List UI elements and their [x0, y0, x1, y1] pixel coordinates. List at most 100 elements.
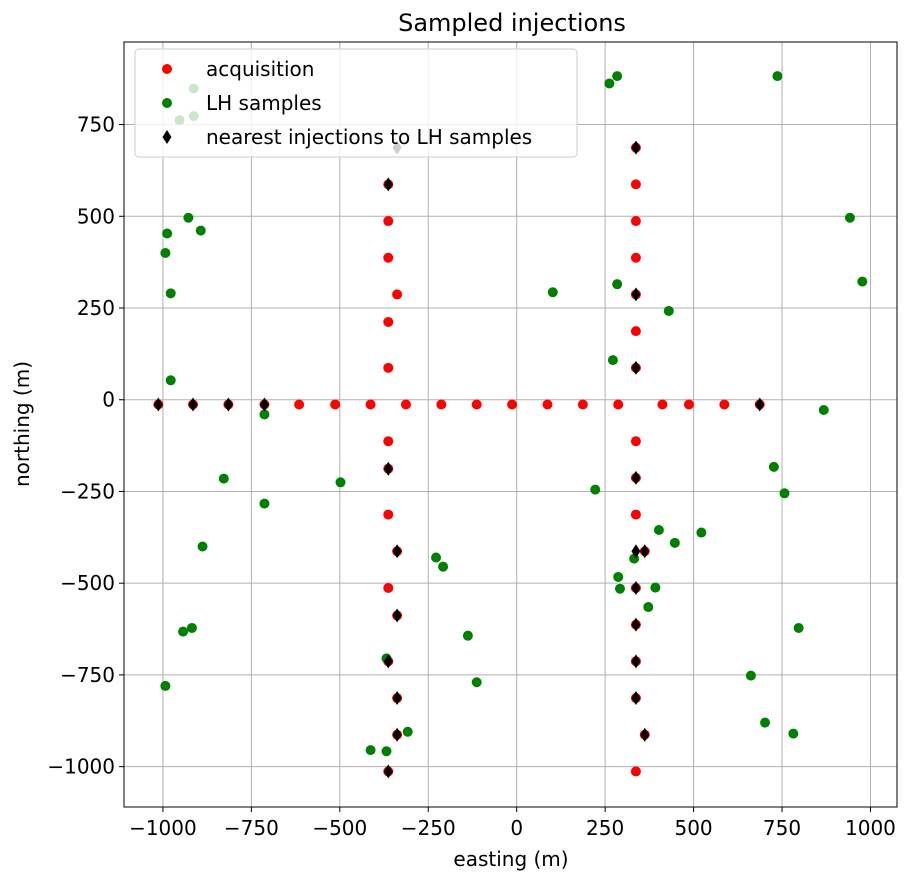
series-3-point	[631, 470, 641, 485]
x-tick-label: −1000	[129, 816, 197, 840]
series-1-point	[383, 362, 394, 373]
series-1-point	[630, 326, 641, 337]
series-2-point	[612, 279, 623, 290]
y-tick-label: 0	[102, 388, 115, 412]
series-2-point	[165, 288, 176, 299]
legend-label: acquisition	[206, 57, 314, 81]
series-3-point	[631, 691, 641, 706]
series-2-point	[590, 484, 601, 495]
series-1-point	[471, 399, 482, 410]
series-1-point	[613, 399, 624, 410]
series-2-point	[183, 212, 194, 223]
series-3-point	[223, 397, 233, 412]
series-3-point	[392, 691, 402, 706]
series-2-point	[788, 728, 799, 739]
series-2-point	[653, 524, 664, 535]
series-2-point	[772, 71, 783, 82]
series-1-point	[630, 436, 641, 447]
series-2-point	[818, 405, 829, 416]
y-tick-label: 500	[77, 204, 115, 228]
series-1-point	[330, 399, 341, 410]
series-2	[160, 71, 868, 757]
series-2-point	[760, 717, 771, 728]
chart-title: Sampled injections	[398, 9, 626, 37]
series-3-point	[631, 617, 641, 632]
series-1-point	[392, 289, 403, 300]
y-axis-ticks: −1000 −750 −500 −250 0 250 500 750	[47, 113, 124, 779]
legend-label: LH samples	[206, 91, 322, 115]
series-1-point	[630, 509, 641, 520]
series-2-point	[745, 670, 756, 681]
series-3-point	[631, 544, 641, 559]
series-1-point	[542, 399, 553, 410]
series-2-point	[218, 473, 229, 484]
series-2-point	[612, 71, 623, 82]
series-1-point	[630, 179, 641, 190]
series-3-point	[631, 140, 641, 155]
series-1-point	[630, 766, 641, 777]
series-2-point	[178, 626, 189, 637]
series-2-point	[381, 746, 392, 757]
series-3-point	[259, 397, 269, 412]
series-1-point	[507, 399, 518, 410]
legend: acquisition LH samples nearest injections …	[134, 48, 578, 158]
series-2-point	[197, 541, 208, 552]
series-1-point	[719, 399, 730, 410]
y-axis-label: northing (m)	[10, 361, 34, 487]
y-tick-label: −750	[60, 663, 115, 687]
y-tick-label: −250	[60, 479, 115, 503]
series-3-point	[640, 727, 650, 742]
series-3-point	[383, 461, 393, 476]
plot-area-frame	[123, 41, 898, 808]
series-2-point	[643, 602, 654, 613]
series-2-point	[160, 247, 171, 258]
series-3-point	[640, 544, 650, 559]
series-3-point	[383, 654, 393, 669]
series-1-point	[400, 399, 411, 410]
series-2-point	[614, 583, 625, 594]
series-1-point	[577, 399, 588, 410]
series-3-point	[631, 580, 641, 595]
series-2-point	[650, 582, 661, 593]
series-2-point	[431, 552, 442, 563]
series-2-point	[365, 745, 376, 756]
series-2-point	[462, 630, 473, 641]
series-2-point	[857, 276, 868, 287]
series-1-point	[383, 316, 394, 327]
series-2-point	[604, 78, 615, 89]
x-tick-label: 1000	[845, 816, 896, 840]
y-tick-label: −500	[60, 571, 115, 595]
series-3-point	[383, 764, 393, 779]
series-1-point	[630, 216, 641, 227]
series-2-point	[696, 527, 707, 538]
data-points	[153, 71, 868, 779]
series-2-point	[669, 537, 680, 548]
series-2-point	[438, 561, 449, 572]
series-2-point	[402, 726, 413, 737]
x-tick-label: 750	[763, 816, 801, 840]
series-3-point	[631, 360, 641, 375]
series-2-point	[162, 228, 173, 239]
series-1-point	[365, 399, 376, 410]
x-axis-label: easting (m)	[453, 847, 568, 871]
series-3-point	[153, 397, 163, 412]
legend-marker	[162, 64, 172, 74]
series-3-point	[392, 544, 402, 559]
legend-marker	[162, 130, 172, 144]
series-2-point	[547, 287, 558, 298]
series-2-point	[259, 409, 270, 420]
series-2-point	[844, 212, 855, 223]
y-tick-label: −1000	[47, 755, 115, 779]
x-tick-label: 250	[586, 816, 624, 840]
legend-label: nearest injections to LH samples	[206, 125, 532, 149]
series-2-point	[195, 225, 206, 236]
series-1-point	[383, 582, 394, 593]
series-3-point	[392, 727, 402, 742]
series-1-point	[383, 252, 394, 263]
series-1-point	[630, 252, 641, 263]
x-tick-label: 500	[674, 816, 712, 840]
series-2-point	[663, 305, 674, 316]
series-3	[153, 140, 765, 779]
series-2-point	[165, 375, 176, 386]
series-3-point	[755, 397, 765, 412]
